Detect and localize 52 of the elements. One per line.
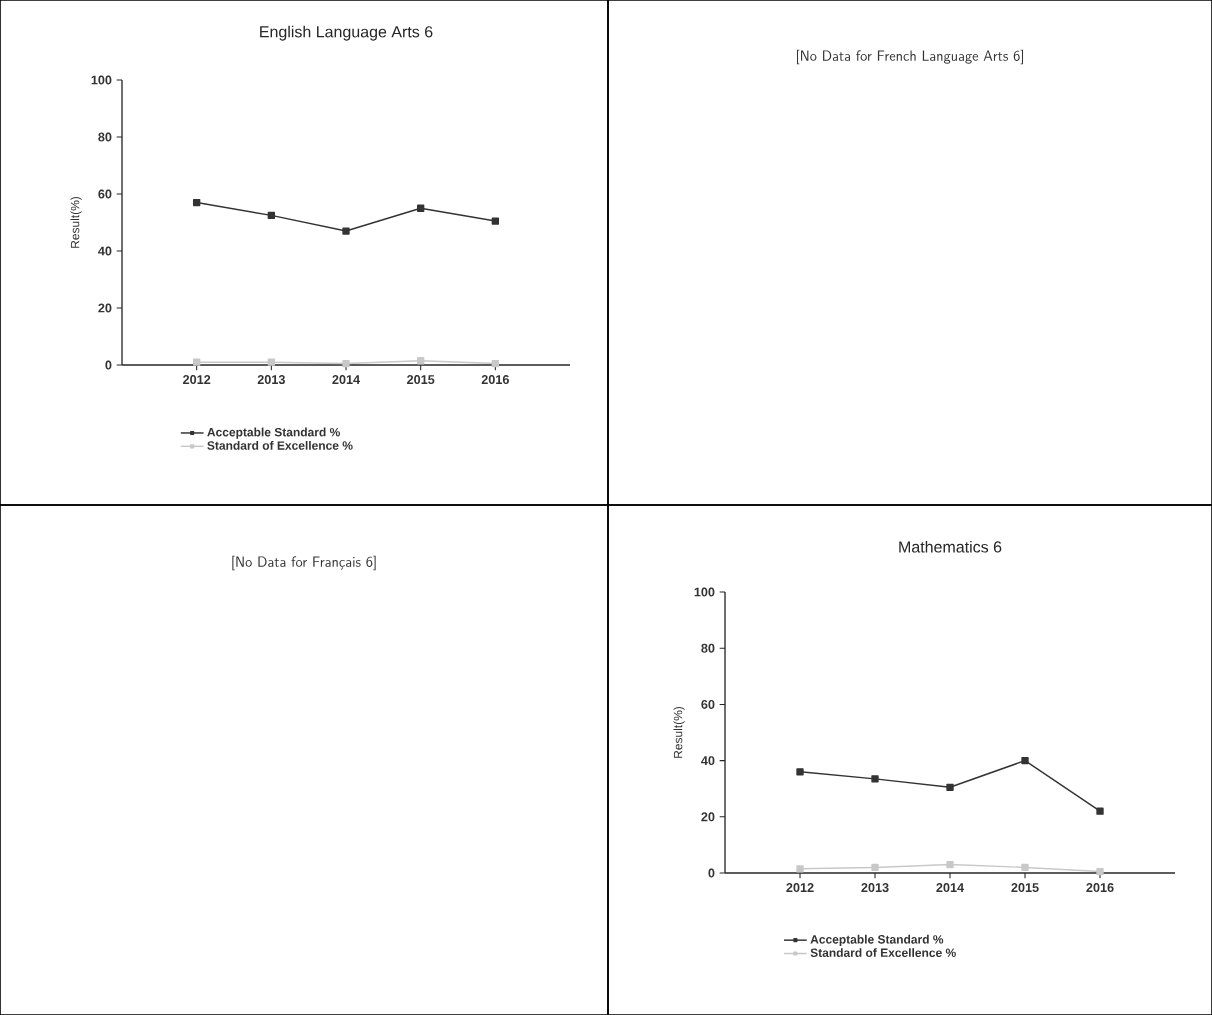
y-tick-label: 80 — [98, 132, 112, 142]
point — [491, 217, 500, 225]
point — [342, 227, 350, 235]
point — [193, 358, 201, 366]
y-tick-label: 60 — [701, 699, 715, 709]
x-tick-label: 2015 — [407, 375, 435, 385]
y-tick-label: 60 — [98, 189, 112, 199]
point — [1021, 863, 1029, 872]
point — [946, 860, 954, 869]
y-tick-label: 80 — [701, 643, 715, 653]
y-axis-title: Result(%) — [70, 196, 82, 248]
x-tick-label: 2014 — [936, 883, 965, 893]
point — [1021, 756, 1029, 765]
point — [417, 357, 425, 365]
y-tick-label: 40 — [98, 246, 112, 256]
chart-title: Mathematics 6 — [899, 540, 1002, 553]
point — [193, 198, 201, 207]
y-tick-label: 40 — [701, 756, 715, 766]
y-tick-label: 0 — [105, 360, 112, 370]
x-tick-label: 2014 — [332, 375, 361, 385]
x-tick-label: 2013 — [257, 375, 285, 385]
legend-label: Acceptable Standard % — [810, 934, 944, 946]
x-tick-label: 2016 — [481, 375, 509, 385]
chart-title: English Language Arts 6 — [260, 25, 433, 41]
y-tick-label: 100 — [91, 75, 112, 85]
point — [871, 775, 879, 783]
x-tick-label: 2016 — [1086, 883, 1114, 893]
point — [796, 768, 804, 776]
point — [1096, 867, 1104, 876]
y-tick-label: 0 — [708, 868, 715, 878]
y-axis-title: Result(%) — [673, 706, 685, 758]
legend-label: Standard of Excellence % — [810, 948, 956, 957]
y-tick-label: 100 — [694, 587, 715, 597]
point — [417, 204, 425, 212]
point — [946, 783, 954, 791]
x-tick-label: 2012 — [786, 883, 814, 893]
x-tick-label: 2013 — [861, 883, 889, 893]
legend-label: Acceptable Standard % — [207, 427, 340, 439]
point — [491, 359, 500, 368]
x-tick-label: 2012 — [183, 375, 211, 385]
text: [No Data for French Language Arts 6] — [796, 49, 1024, 65]
point — [267, 358, 276, 366]
point — [1096, 807, 1104, 815]
point — [342, 359, 350, 368]
point — [267, 211, 276, 220]
x-tick-label: 2015 — [1011, 883, 1039, 893]
y-tick-label: 20 — [98, 303, 112, 313]
point — [796, 865, 804, 873]
point — [871, 863, 879, 872]
y-tick-label: 20 — [701, 812, 715, 822]
legend-label: Standard of Excellence % — [207, 440, 353, 450]
text: [No Data for Français 6] — [232, 555, 376, 571]
